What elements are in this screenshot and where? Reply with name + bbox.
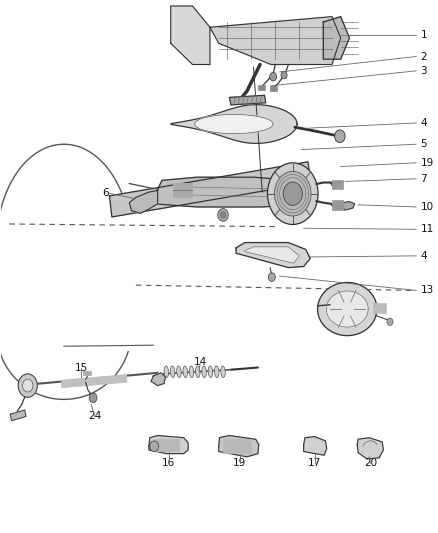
Text: 24: 24 bbox=[88, 411, 101, 422]
Bar bbox=[155, 439, 180, 451]
Polygon shape bbox=[110, 162, 311, 217]
Ellipse shape bbox=[215, 366, 219, 377]
Text: 4: 4 bbox=[420, 118, 427, 128]
Text: 7: 7 bbox=[420, 174, 427, 184]
Polygon shape bbox=[151, 373, 166, 385]
Bar bbox=[332, 180, 343, 189]
Text: 3: 3 bbox=[420, 66, 427, 76]
Circle shape bbox=[275, 171, 311, 216]
Text: 14: 14 bbox=[194, 357, 207, 367]
Polygon shape bbox=[323, 17, 350, 59]
Polygon shape bbox=[236, 243, 310, 268]
Ellipse shape bbox=[208, 366, 212, 377]
Text: 2: 2 bbox=[420, 52, 427, 61]
Ellipse shape bbox=[177, 366, 181, 377]
Bar bbox=[61, 375, 127, 387]
Circle shape bbox=[281, 71, 287, 79]
Polygon shape bbox=[171, 104, 297, 143]
Polygon shape bbox=[195, 115, 273, 134]
Polygon shape bbox=[10, 410, 26, 421]
Ellipse shape bbox=[221, 366, 225, 377]
Polygon shape bbox=[304, 437, 327, 455]
Circle shape bbox=[283, 182, 302, 205]
Circle shape bbox=[335, 130, 345, 143]
Circle shape bbox=[89, 393, 97, 402]
Bar bbox=[223, 439, 251, 453]
Circle shape bbox=[220, 212, 226, 218]
Text: 13: 13 bbox=[420, 286, 434, 295]
Polygon shape bbox=[230, 95, 266, 105]
Polygon shape bbox=[318, 282, 377, 336]
Polygon shape bbox=[145, 177, 314, 207]
Circle shape bbox=[218, 208, 228, 221]
Circle shape bbox=[387, 318, 393, 326]
Ellipse shape bbox=[170, 366, 175, 377]
Polygon shape bbox=[219, 435, 259, 457]
Circle shape bbox=[150, 441, 159, 451]
Text: 1: 1 bbox=[420, 30, 427, 41]
Ellipse shape bbox=[189, 366, 194, 377]
Circle shape bbox=[18, 374, 37, 397]
Text: 10: 10 bbox=[420, 202, 434, 212]
Text: 15: 15 bbox=[75, 362, 88, 373]
Ellipse shape bbox=[183, 366, 187, 377]
Bar bbox=[83, 371, 92, 375]
Polygon shape bbox=[357, 438, 383, 459]
Text: 4: 4 bbox=[420, 251, 427, 261]
Text: 17: 17 bbox=[308, 458, 321, 468]
Polygon shape bbox=[342, 201, 355, 210]
Text: 20: 20 bbox=[364, 458, 377, 468]
Text: 6: 6 bbox=[102, 188, 109, 198]
Circle shape bbox=[22, 379, 33, 392]
Polygon shape bbox=[149, 435, 188, 454]
Bar bbox=[173, 182, 192, 197]
Ellipse shape bbox=[202, 366, 206, 377]
Ellipse shape bbox=[164, 366, 169, 377]
Bar bbox=[258, 85, 265, 90]
Polygon shape bbox=[326, 291, 368, 327]
Text: 16: 16 bbox=[162, 458, 175, 468]
Text: 5: 5 bbox=[420, 139, 427, 149]
Polygon shape bbox=[171, 6, 210, 64]
Text: 19: 19 bbox=[420, 158, 434, 168]
Ellipse shape bbox=[196, 366, 200, 377]
Text: 19: 19 bbox=[233, 458, 246, 468]
Circle shape bbox=[268, 163, 318, 224]
Text: 11: 11 bbox=[420, 224, 434, 235]
Circle shape bbox=[268, 273, 276, 281]
Bar bbox=[270, 86, 277, 91]
Polygon shape bbox=[129, 190, 158, 213]
Polygon shape bbox=[245, 247, 299, 263]
Polygon shape bbox=[210, 17, 341, 64]
Bar bbox=[374, 303, 386, 313]
Circle shape bbox=[270, 72, 277, 81]
Bar bbox=[332, 200, 343, 209]
